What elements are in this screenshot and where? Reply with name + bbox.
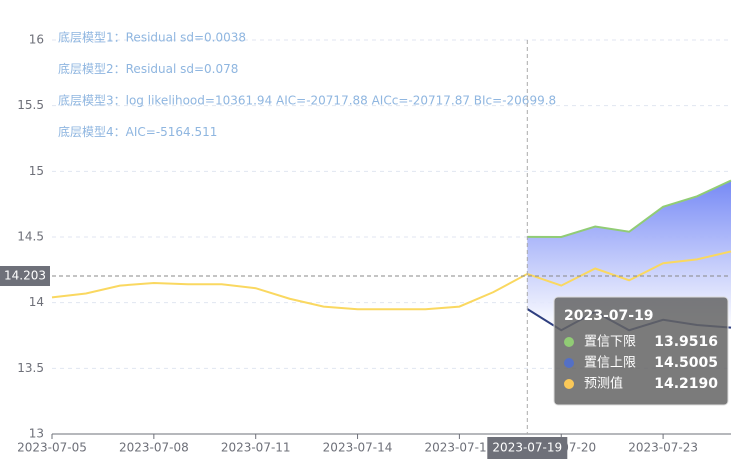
y-tick-label: 15 xyxy=(29,164,44,178)
x-tick-label: 2023-07-23 xyxy=(628,441,698,455)
confidence-band xyxy=(527,180,731,331)
pointer-y-box xyxy=(0,266,50,287)
y-tick-label: 15.5 xyxy=(17,98,44,112)
x-tick-label: 2023-07-17 xyxy=(425,441,495,455)
tooltip-value: 14.2190 xyxy=(654,376,718,392)
pointer-x-label: 2023-07-19 xyxy=(492,441,562,455)
annotation: 底层模型4：AIC=-5164.511 xyxy=(58,124,217,139)
annotation: 底层模型1：Residual sd=0.0038 xyxy=(58,30,246,45)
y-tick-label: 16 xyxy=(29,33,44,47)
annotation: 底层模型3：log likelihood=10361.94 AIC=-20717… xyxy=(58,93,556,108)
tooltip-dot xyxy=(564,337,574,347)
pointer-x-box xyxy=(487,437,568,459)
tooltip-value: 13.9516 xyxy=(654,334,718,350)
y-tick-label: 13 xyxy=(29,427,44,441)
series-line xyxy=(527,179,732,239)
pointer-y-label: 14.203 xyxy=(4,269,46,283)
tooltip-name: 置信下限 xyxy=(584,335,636,350)
tooltip-name: 预测值 xyxy=(584,376,623,392)
tooltip-box xyxy=(553,296,729,406)
tooltip-value: 14.5005 xyxy=(654,355,718,371)
y-tick-label: 14 xyxy=(29,295,44,309)
tooltip-dot xyxy=(564,379,574,389)
tooltip-title: 2023-07-19 xyxy=(564,308,654,324)
annotation: 底层模型2：Residual sd=0.078 xyxy=(58,61,238,76)
y-tick-label: 14.5 xyxy=(17,230,44,244)
tooltip-name: 置信上限 xyxy=(584,356,636,371)
x-tick-label: 2023-07-05 xyxy=(17,441,87,455)
x-tick-label: 2023-07-08 xyxy=(119,441,189,455)
x-tick-label: 2023-07-11 xyxy=(221,441,291,455)
series-line xyxy=(51,250,732,311)
tooltip-dot xyxy=(564,358,574,368)
y-tick-label: 13.5 xyxy=(17,361,44,375)
x-tick-label: 2023-07-14 xyxy=(323,441,393,455)
